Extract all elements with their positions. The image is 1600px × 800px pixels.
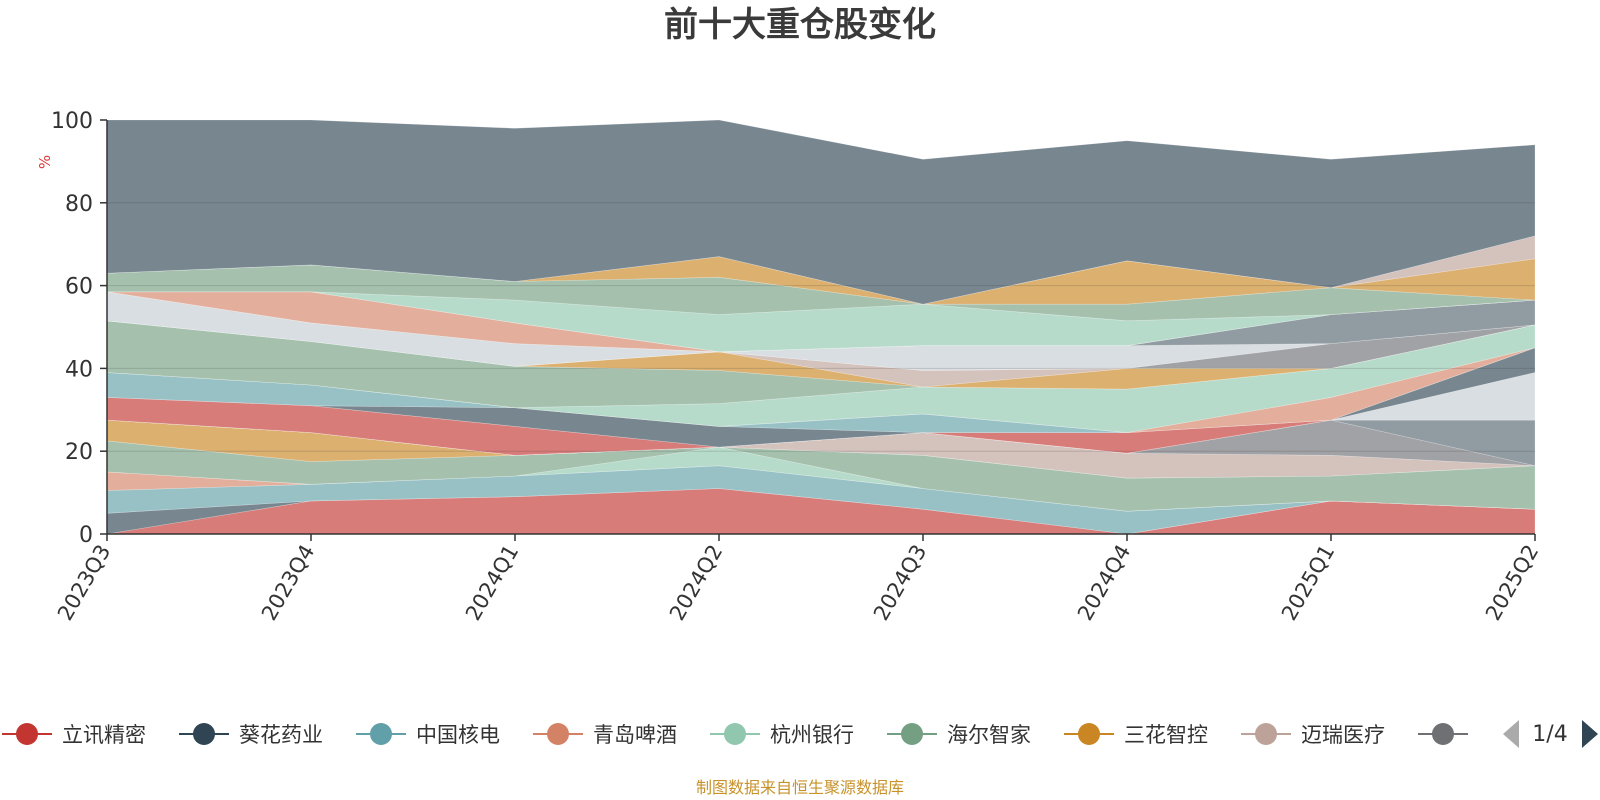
source-note: 制图数据来自恒生聚源数据库 bbox=[696, 778, 904, 797]
legend-item[interactable]: 三花智控 bbox=[1064, 723, 1208, 747]
legend-marker bbox=[1255, 723, 1277, 745]
legend-marker bbox=[16, 723, 38, 745]
x-tick-label: 2024Q2 bbox=[665, 541, 727, 625]
legend-pager: 1/4 bbox=[1503, 720, 1598, 748]
x-tick-label: 2024Q4 bbox=[1073, 541, 1135, 625]
legend-marker bbox=[724, 723, 746, 745]
legend-label: 杭州银行 bbox=[770, 723, 854, 747]
legend-label: 迈瑞医疗 bbox=[1301, 723, 1385, 747]
legend-item[interactable]: 迈瑞医疗 bbox=[1241, 723, 1385, 747]
y-tick-label: 80 bbox=[65, 192, 93, 217]
legend-label: 三花智控 bbox=[1124, 723, 1208, 747]
plot-areas bbox=[106, 119, 1536, 535]
area-series-10[interactable] bbox=[106, 419, 1536, 467]
x-tick-label: 2024Q3 bbox=[869, 541, 931, 625]
area-series-22[interactable] bbox=[106, 291, 1536, 353]
legend-label: 青岛啤酒 bbox=[593, 723, 677, 747]
legend-prev-arrow[interactable] bbox=[1503, 720, 1519, 748]
x-tick-label: 2025Q1 bbox=[1277, 541, 1339, 625]
legend-item[interactable]: 葵花药业 bbox=[179, 723, 323, 747]
legend-page-indicator: 1/4 bbox=[1532, 722, 1567, 747]
grid-lines bbox=[107, 202, 1535, 452]
legend-marker bbox=[901, 723, 923, 745]
legend-next-arrow[interactable] bbox=[1582, 720, 1598, 748]
legend-item[interactable]: 中国核电 bbox=[356, 723, 500, 747]
legend-item[interactable]: 青岛啤酒 bbox=[533, 723, 677, 747]
legend-marker bbox=[370, 723, 392, 745]
y-tick-label: 0 bbox=[79, 523, 93, 548]
legend-marker bbox=[193, 723, 215, 745]
legend-marker bbox=[1078, 723, 1100, 745]
x-tick-label: 2025Q2 bbox=[1481, 541, 1543, 625]
y-tick-label: 100 bbox=[51, 109, 93, 134]
y-axis-unit: % bbox=[36, 155, 54, 169]
y-tick-label: 20 bbox=[65, 440, 93, 465]
legend-marker bbox=[1432, 723, 1454, 745]
legend-marker bbox=[547, 723, 569, 745]
legend-item[interactable] bbox=[1418, 723, 1468, 745]
y-tick-label: 40 bbox=[65, 357, 93, 382]
legend-label: 立讯精密 bbox=[62, 723, 146, 747]
legend-label: 中国核电 bbox=[416, 723, 500, 747]
area-series-11[interactable] bbox=[106, 372, 1536, 456]
x-tick-label: 2023Q4 bbox=[257, 541, 319, 625]
x-tick-label: 2023Q3 bbox=[53, 541, 115, 625]
legend-items: 立讯精密 葵花药业 中国核电 青岛啤酒 杭州银行 海尔智家 三花智控 迈瑞医疗 bbox=[2, 723, 1468, 747]
chart-title: 前十大重仓股变化 bbox=[664, 5, 936, 45]
area-series-6[interactable] bbox=[106, 440, 1536, 512]
legend-label: 葵花药业 bbox=[239, 723, 323, 747]
y-tick-label: 60 bbox=[65, 275, 93, 300]
x-tick-label: 2024Q1 bbox=[461, 541, 523, 625]
legend-item[interactable]: 海尔智家 bbox=[887, 723, 1031, 747]
legend-label: 海尔智家 bbox=[947, 723, 1031, 747]
legend-item[interactable]: 杭州银行 bbox=[710, 723, 854, 747]
legend: 立讯精密 葵花药业 中国核电 青岛啤酒 杭州银行 海尔智家 三花智控 迈瑞医疗 bbox=[2, 723, 1468, 747]
legend-item[interactable]: 立讯精密 bbox=[2, 723, 146, 747]
area-series-29[interactable] bbox=[106, 119, 1536, 305]
